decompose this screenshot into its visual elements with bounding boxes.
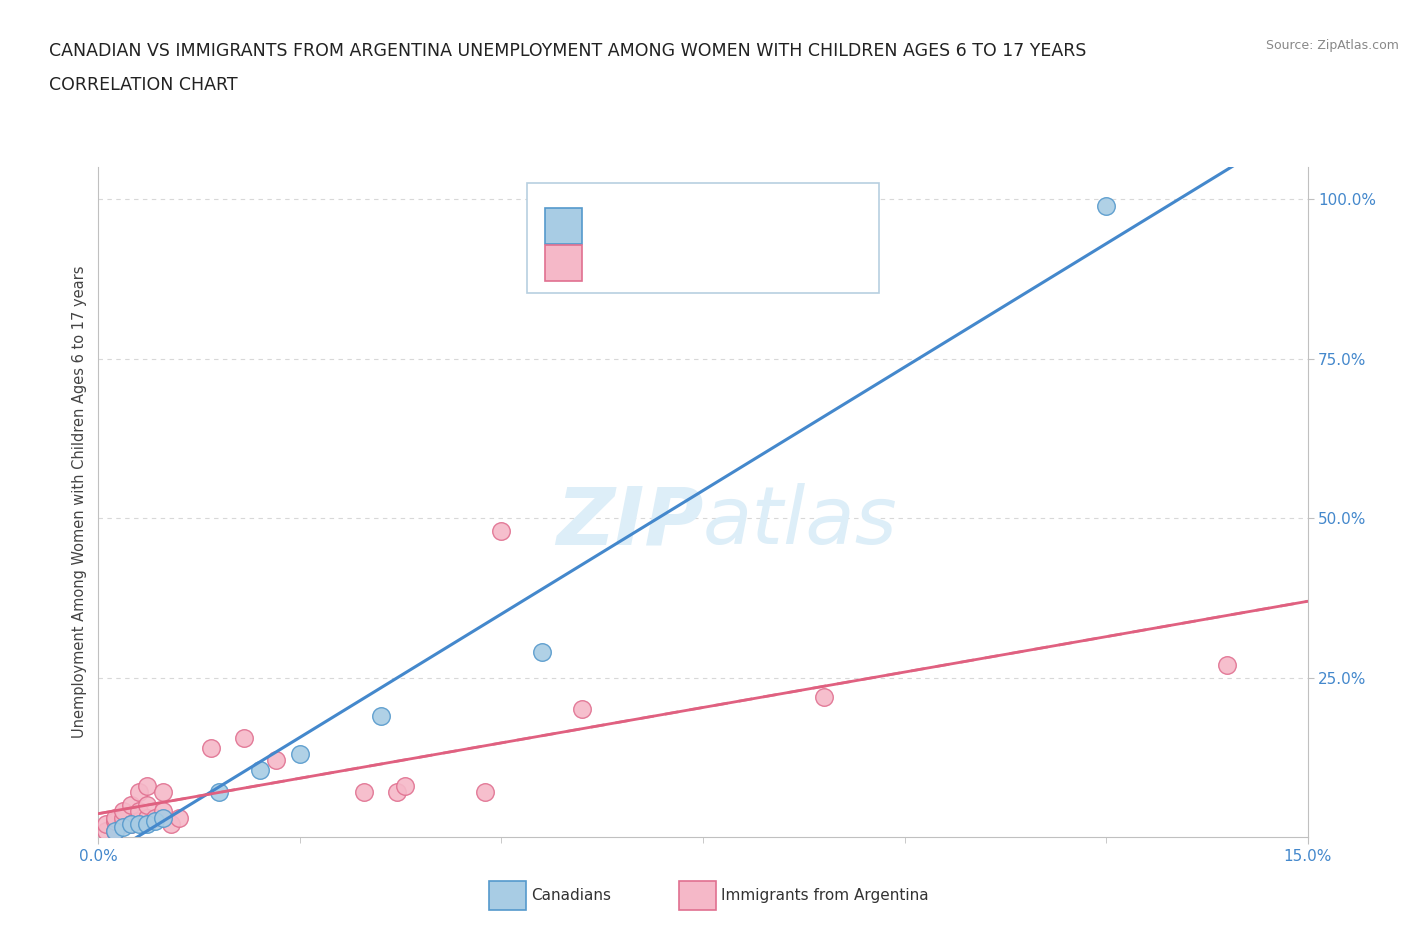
Y-axis label: Unemployment Among Women with Children Ages 6 to 17 years: Unemployment Among Women with Children A… [72, 266, 87, 738]
Point [232, 731, 254, 746]
Point [128, 804, 150, 819]
Point [103, 823, 125, 838]
Point [120, 817, 142, 831]
Point [491, 524, 513, 538]
Point [813, 689, 835, 704]
Point [135, 817, 157, 831]
Point [128, 785, 150, 800]
Text: CANADIAN VS IMMIGRANTS FROM ARGENTINA UNEMPLOYMENT AMONG WOMEN WITH CHILDREN AGE: CANADIAN VS IMMIGRANTS FROM ARGENTINA UN… [49, 42, 1087, 60]
Point [167, 810, 190, 825]
Point [370, 709, 392, 724]
Point [264, 753, 287, 768]
Point [571, 702, 593, 717]
Text: atlas: atlas [703, 484, 898, 562]
Point [394, 778, 416, 793]
Point [96, 817, 118, 831]
Point [249, 763, 271, 777]
Point [152, 804, 174, 819]
Point [143, 814, 166, 829]
Point [1216, 658, 1239, 672]
Point [288, 747, 311, 762]
Point [474, 785, 496, 800]
Point [208, 785, 231, 800]
Point [111, 820, 134, 835]
Text: CORRELATION CHART: CORRELATION CHART [49, 76, 238, 94]
Point [385, 785, 408, 800]
Point [1095, 198, 1118, 213]
Point [120, 817, 142, 831]
Point [120, 798, 142, 813]
Point [135, 810, 157, 825]
Point [111, 804, 134, 819]
Point [111, 810, 134, 825]
Text: Source: ZipAtlas.com: Source: ZipAtlas.com [1265, 39, 1399, 52]
Point [152, 785, 174, 800]
Point [143, 810, 166, 825]
Text: R = 0.148   N = 32: R = 0.148 N = 32 [591, 254, 775, 272]
Point [135, 778, 157, 793]
Point [128, 817, 150, 831]
Point [200, 740, 222, 755]
Point [128, 814, 150, 829]
Text: ZIP: ZIP [555, 484, 703, 562]
Point [160, 817, 183, 831]
Text: R = 0.918   N = 13: R = 0.918 N = 13 [591, 217, 775, 234]
Point [530, 644, 553, 659]
Point [103, 823, 125, 838]
Point [103, 814, 125, 829]
Point [96, 823, 118, 838]
Point [152, 810, 174, 825]
Point [111, 817, 134, 831]
Text: Canadians: Canadians [531, 888, 612, 903]
Point [353, 785, 375, 800]
Point [103, 810, 125, 825]
Point [135, 798, 157, 813]
Text: Immigrants from Argentina: Immigrants from Argentina [721, 888, 929, 903]
